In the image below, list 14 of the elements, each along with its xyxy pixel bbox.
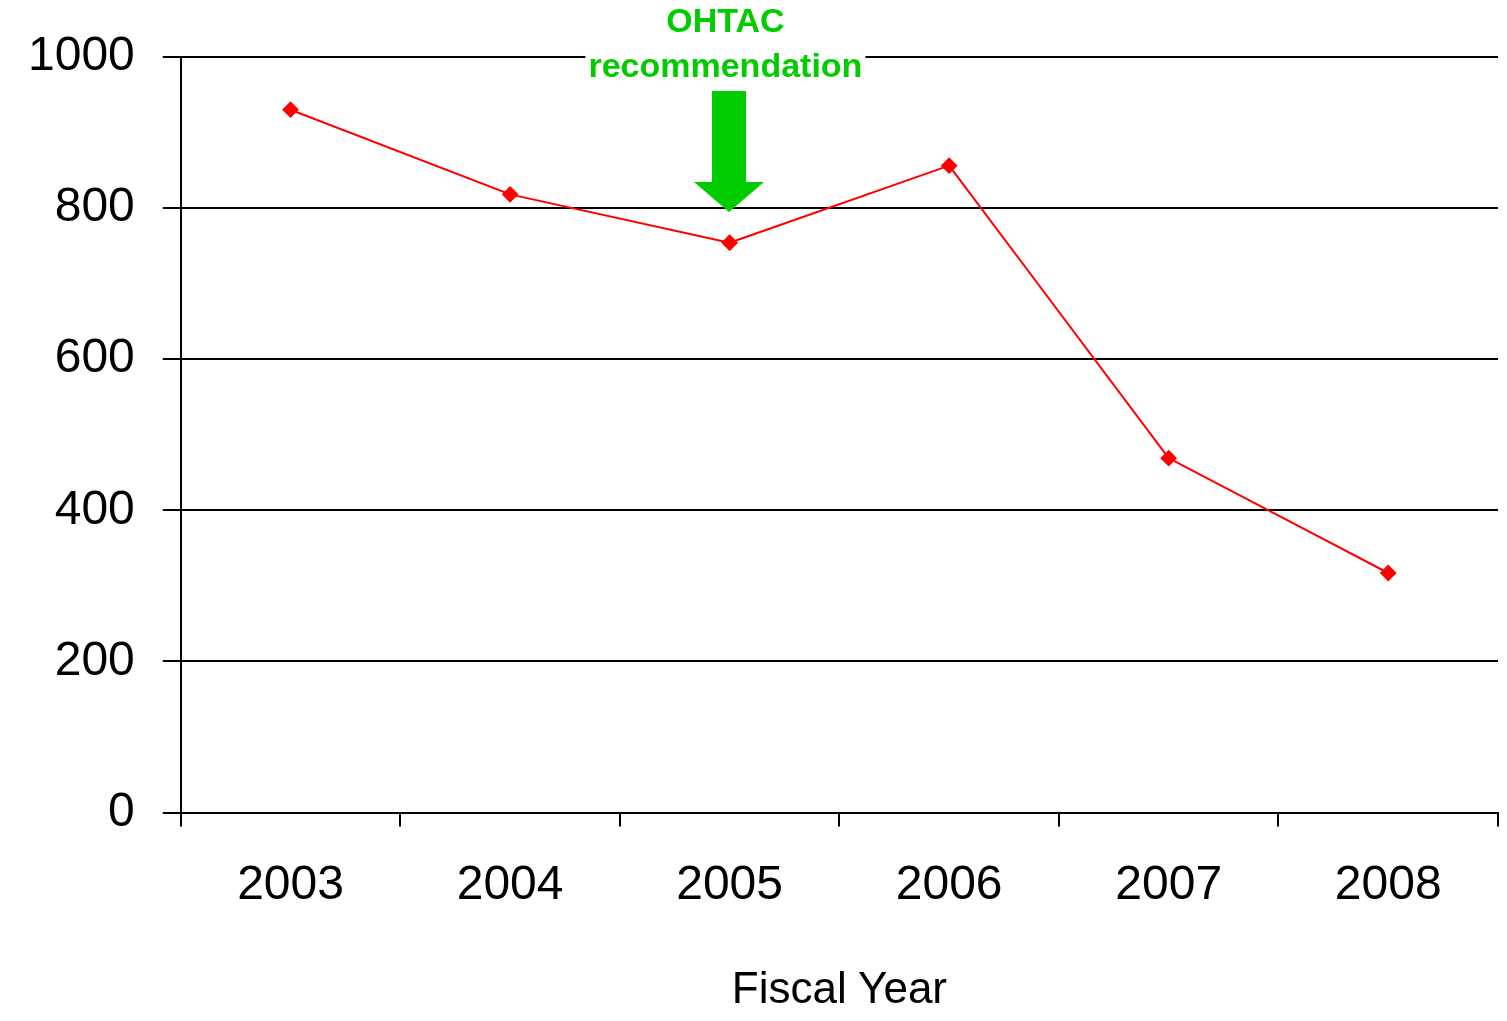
x-axis-title: Fiscal Year <box>731 962 948 1012</box>
y-tick-label: 400 <box>54 480 135 534</box>
y-tick-label: 200 <box>54 631 135 685</box>
x-tick-label: 2003 <box>237 855 344 909</box>
y-tick-label: 800 <box>54 178 135 232</box>
x-tick-label: 2006 <box>895 855 1003 909</box>
y-tick-label: 600 <box>54 329 135 383</box>
annotation: OHTAC recommendation <box>588 1 863 85</box>
x-tick-label: 2005 <box>676 855 784 909</box>
y-tick-label: 0 <box>108 782 135 836</box>
x-tick-label: 2008 <box>1334 855 1442 909</box>
x-tick-label: 2004 <box>456 855 564 909</box>
y-tick-label: 1000 <box>28 27 135 81</box>
x-tick-label: 2007 <box>1115 855 1223 909</box>
